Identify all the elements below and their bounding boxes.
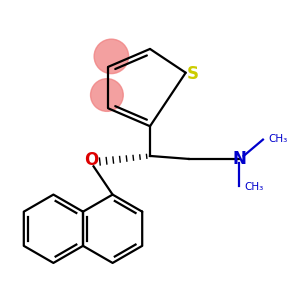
Text: N: N [232, 150, 246, 168]
Text: S: S [187, 65, 199, 83]
Text: CH₃: CH₃ [244, 182, 264, 192]
Circle shape [94, 39, 129, 74]
Circle shape [91, 79, 123, 111]
Text: O: O [84, 152, 98, 169]
Text: CH₃: CH₃ [268, 134, 287, 144]
